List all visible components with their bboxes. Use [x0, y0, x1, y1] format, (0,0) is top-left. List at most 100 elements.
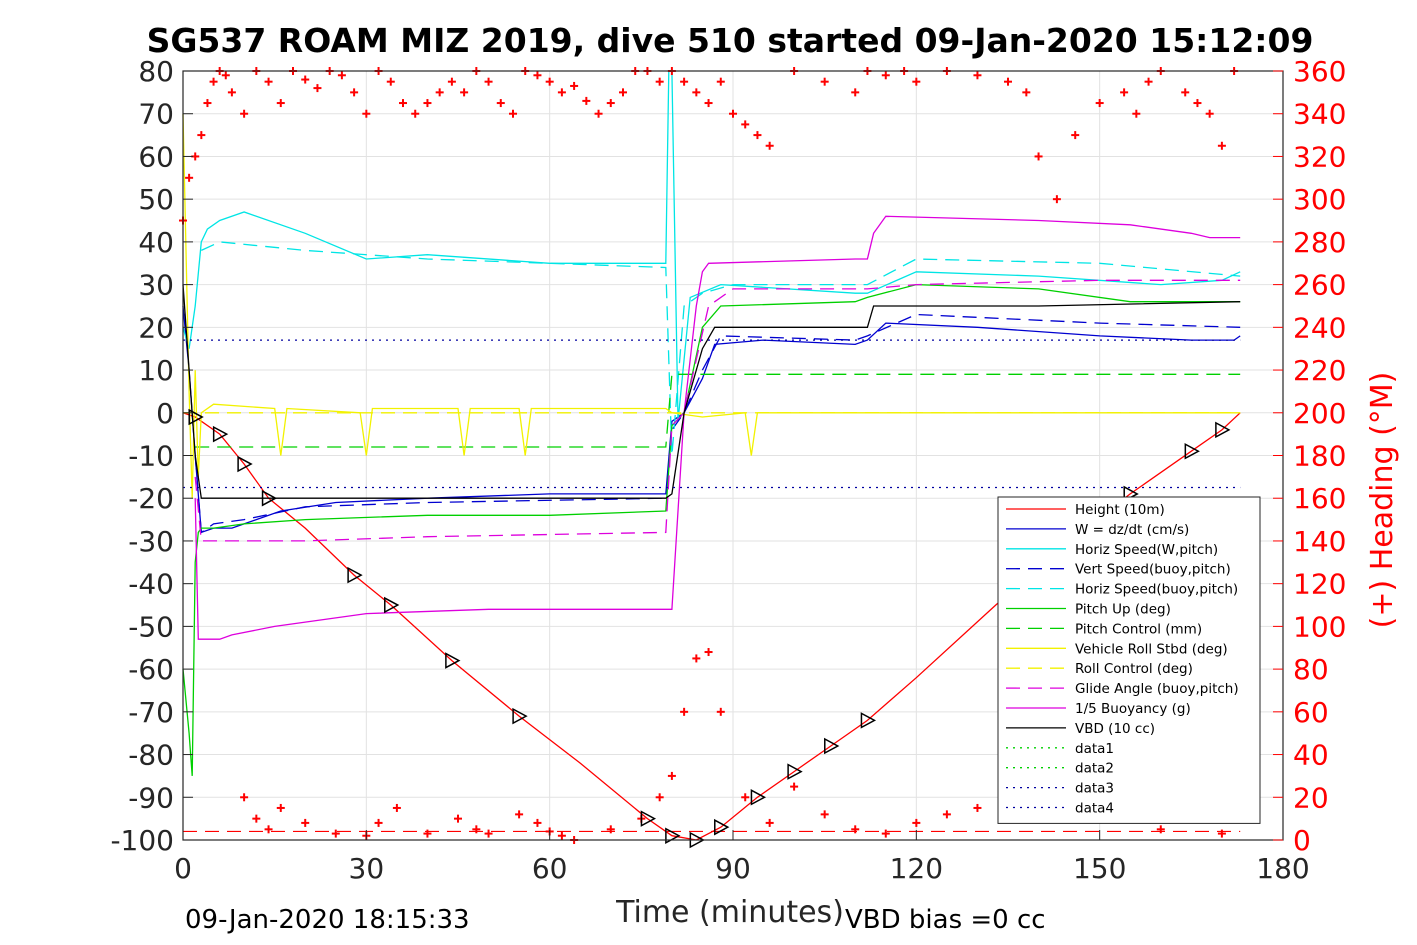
y-tick-label: 30 [138, 269, 174, 302]
legend-label: VBD (10 cc) [1075, 721, 1155, 737]
direction-triangle [445, 652, 461, 669]
legend-label: Horiz Speed(buoy,pitch) [1075, 582, 1238, 598]
direction-triangle [347, 566, 363, 584]
heading-marker [386, 77, 395, 86]
heading-marker [557, 831, 566, 840]
y2-tick-label: 20 [1293, 781, 1329, 814]
series-line-4 [201, 241, 1241, 456]
heading-marker [820, 77, 829, 86]
y2-tick-label: 280 [1293, 226, 1346, 259]
chart-title: SG537 ROAM MIZ 2019, dive 510 started 09… [147, 21, 1314, 60]
x-tick-label: 90 [715, 852, 751, 885]
y2-tick-label: 220 [1293, 354, 1346, 387]
y-tick-label: 80 [138, 55, 174, 88]
legend-label: Roll Control (deg) [1075, 661, 1193, 677]
legend: Height (10m) W = dz/dt (cm/s) Horiz Speed(… [997, 496, 1261, 824]
heading-marker [203, 99, 212, 108]
heading-marker [435, 88, 444, 97]
heading-marker [820, 810, 829, 819]
direction-triangle [212, 425, 229, 443]
y-tick-label: 0 [156, 397, 174, 430]
y-tick-label: 40 [138, 226, 174, 259]
y-tick-label: -10 [128, 440, 174, 473]
y2-tick-label: 40 [1293, 739, 1329, 772]
legend-label: Vert Speed(buoy,pitch) [1075, 562, 1231, 578]
heading-marker [331, 829, 340, 838]
y-tick-label: -20 [128, 482, 174, 515]
heading-marker [1205, 109, 1214, 118]
y2-tick-label: 360 [1293, 55, 1346, 88]
x-tick-label: 0 [174, 852, 192, 885]
y2-tick-label: 120 [1293, 568, 1346, 601]
heading-marker [301, 818, 310, 827]
heading-marker [545, 77, 554, 86]
legend-box [997, 496, 1261, 824]
y-tick-label: 60 [138, 140, 174, 173]
y2-tick-label: 340 [1293, 98, 1346, 131]
x-tick-label: 60 [532, 852, 568, 885]
direction-triangle [384, 596, 400, 614]
heading-marker [301, 75, 310, 84]
heading-marker [240, 109, 249, 118]
legend-label: Height (10m) [1075, 502, 1165, 518]
heading-marker [227, 88, 236, 97]
heading-marker [655, 77, 664, 86]
heading-marker [973, 803, 982, 812]
series-layer [182, 70, 1241, 841]
y-tick-label: -60 [128, 653, 174, 686]
y2-tick-label: 200 [1293, 397, 1346, 430]
heading-marker [496, 99, 505, 108]
heading-marker [1120, 88, 1129, 97]
heading-marker [1071, 131, 1080, 140]
heading-marker [484, 77, 493, 86]
direction-triangle [512, 707, 528, 725]
heading-marker [276, 803, 285, 812]
legend-label: data2 [1075, 761, 1114, 777]
x-axis-label: Time (minutes) [615, 895, 844, 930]
heading-marker [1132, 109, 1141, 118]
x-tick-label: 150 [1073, 852, 1126, 885]
series-line-7 [182, 113, 1241, 499]
heading-marker [264, 825, 273, 834]
series-line-10 [194, 215, 1241, 640]
heading-marker [460, 88, 469, 97]
x-tick-label: 30 [349, 852, 385, 885]
direction-triangle [237, 455, 253, 473]
footer-vbd-bias: VBD bias =0 cc [845, 905, 1046, 935]
series-line-11 [182, 284, 1241, 499]
heading-marker [881, 71, 890, 80]
heading-marker [692, 654, 701, 663]
y2-tick-label: 240 [1293, 311, 1346, 344]
series-line-2 [182, 70, 1241, 422]
legend-label: Glide Angle (buoy,pitch) [1075, 681, 1239, 697]
legend-label: data3 [1075, 781, 1114, 797]
heading-marker [741, 793, 750, 802]
heading-marker [1193, 99, 1202, 108]
y2-tick-label: 140 [1293, 525, 1346, 558]
direction-markers [188, 408, 1231, 849]
heading-marker [337, 71, 346, 80]
heading-marker [362, 109, 371, 118]
heading-marker [753, 131, 762, 140]
heading-marker [1095, 99, 1104, 108]
heading-marker [252, 814, 261, 823]
heading-marker [680, 77, 689, 86]
heading-marker [185, 173, 194, 182]
heading-marker [1022, 88, 1031, 97]
direction-triangle [188, 408, 204, 426]
heading-marker [912, 818, 921, 827]
y-tick-label: -100 [110, 824, 174, 857]
heading-marker [851, 88, 860, 97]
heading-marker [557, 88, 566, 97]
axes: 0 30 60 90 120 150 18080706050403020100-10-20-… [110, 55, 1346, 885]
heading-marker [1181, 88, 1190, 97]
y-tick-label: -90 [128, 781, 174, 814]
heading-marker [313, 84, 322, 93]
y2-tick-label: 260 [1293, 269, 1346, 302]
heading-marker [741, 120, 750, 129]
legend-label: Vehicle Roll Stbd (deg) [1075, 641, 1228, 657]
footer-timestamp: 09-Jan-2020 18:15:33 [185, 905, 470, 935]
y2-tick-label: 300 [1293, 183, 1346, 216]
heading-marker [765, 141, 774, 150]
